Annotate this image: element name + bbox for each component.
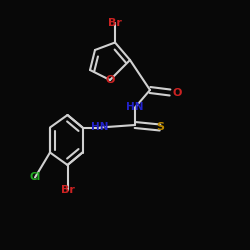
Text: Br: Br (108, 18, 122, 28)
Text: Cl: Cl (30, 172, 40, 182)
Text: HN: HN (91, 122, 109, 132)
Text: O: O (172, 88, 182, 98)
Text: HN: HN (126, 102, 144, 113)
Text: O: O (105, 75, 115, 85)
Text: Br: Br (60, 185, 74, 195)
Text: S: S (156, 122, 164, 132)
